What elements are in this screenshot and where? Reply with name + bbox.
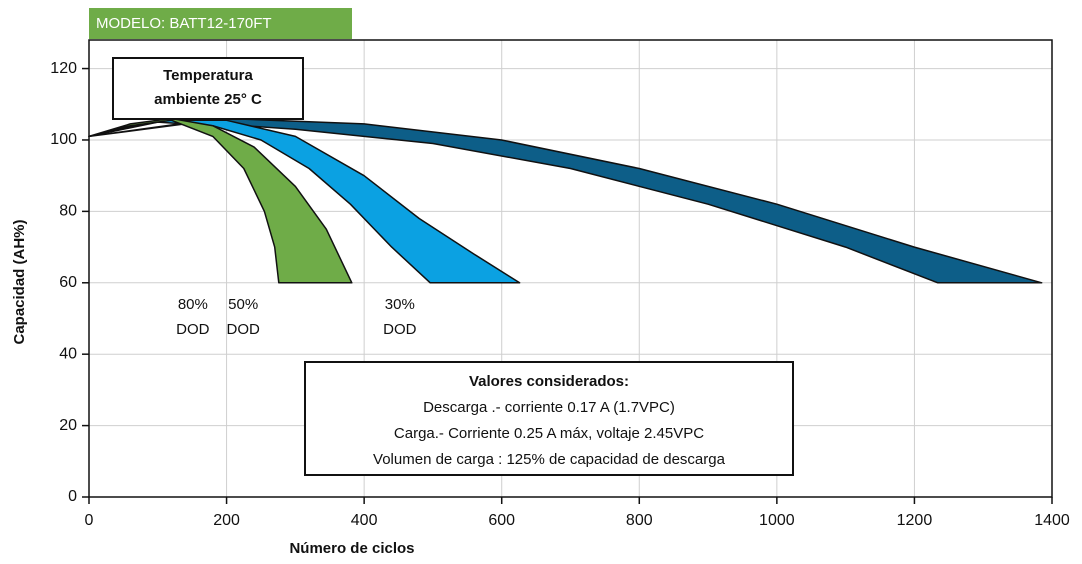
y-tick-label: 80 (59, 203, 77, 220)
conditions-title: Valores considerados: (469, 373, 629, 390)
x-tick-label: 200 (213, 512, 240, 529)
dod-band (88, 117, 1043, 284)
band-label: DOD (383, 321, 417, 338)
band-label: DOD (176, 321, 210, 338)
plot-frame (88, 39, 1053, 498)
band-label: 50% (228, 296, 258, 313)
temperature-note: Temperatura (163, 67, 253, 84)
y-tick-label: 0 (68, 488, 77, 505)
condition: Volumen de carga : 125% de capacidad de … (373, 451, 726, 468)
y-tick-label: 20 (59, 417, 77, 434)
temperature-box (112, 57, 304, 120)
y-tick-label: 40 (59, 345, 77, 362)
condition: Descarga .- corriente 0.17 A (1.7VPC) (423, 399, 675, 416)
conditions-box (304, 361, 794, 476)
y-tick-label: 100 (50, 131, 77, 148)
x-tick-label: 1200 (897, 512, 933, 529)
dod-band (88, 117, 353, 284)
band-label: DOD (227, 321, 261, 338)
bands (88, 117, 1043, 284)
dod-band (88, 119, 521, 284)
temperature-note: ambiente 25° C (154, 91, 262, 108)
y-tick-label: 60 (59, 274, 77, 291)
band-label: 30% (385, 296, 415, 313)
x-tick-label: 600 (488, 512, 515, 529)
y-axis-label: Capacidad (AH%) (11, 219, 28, 344)
x-tick-label: 400 (351, 512, 378, 529)
x-tick-label: 0 (85, 512, 94, 529)
model-tab (89, 8, 352, 39)
model-label: MODELO: BATT12-170FT (96, 15, 272, 32)
x-tick-label: 1000 (759, 512, 795, 529)
band-label: 80% (178, 296, 208, 313)
x-axis-label: Número de ciclos (289, 540, 414, 557)
y-tick-label: 120 (50, 60, 77, 77)
condition: Carga.- Corriente 0.25 A máx, voltaje 2.… (394, 425, 704, 442)
x-tick-label: 800 (626, 512, 653, 529)
x-tick-label: 1400 (1034, 512, 1070, 529)
